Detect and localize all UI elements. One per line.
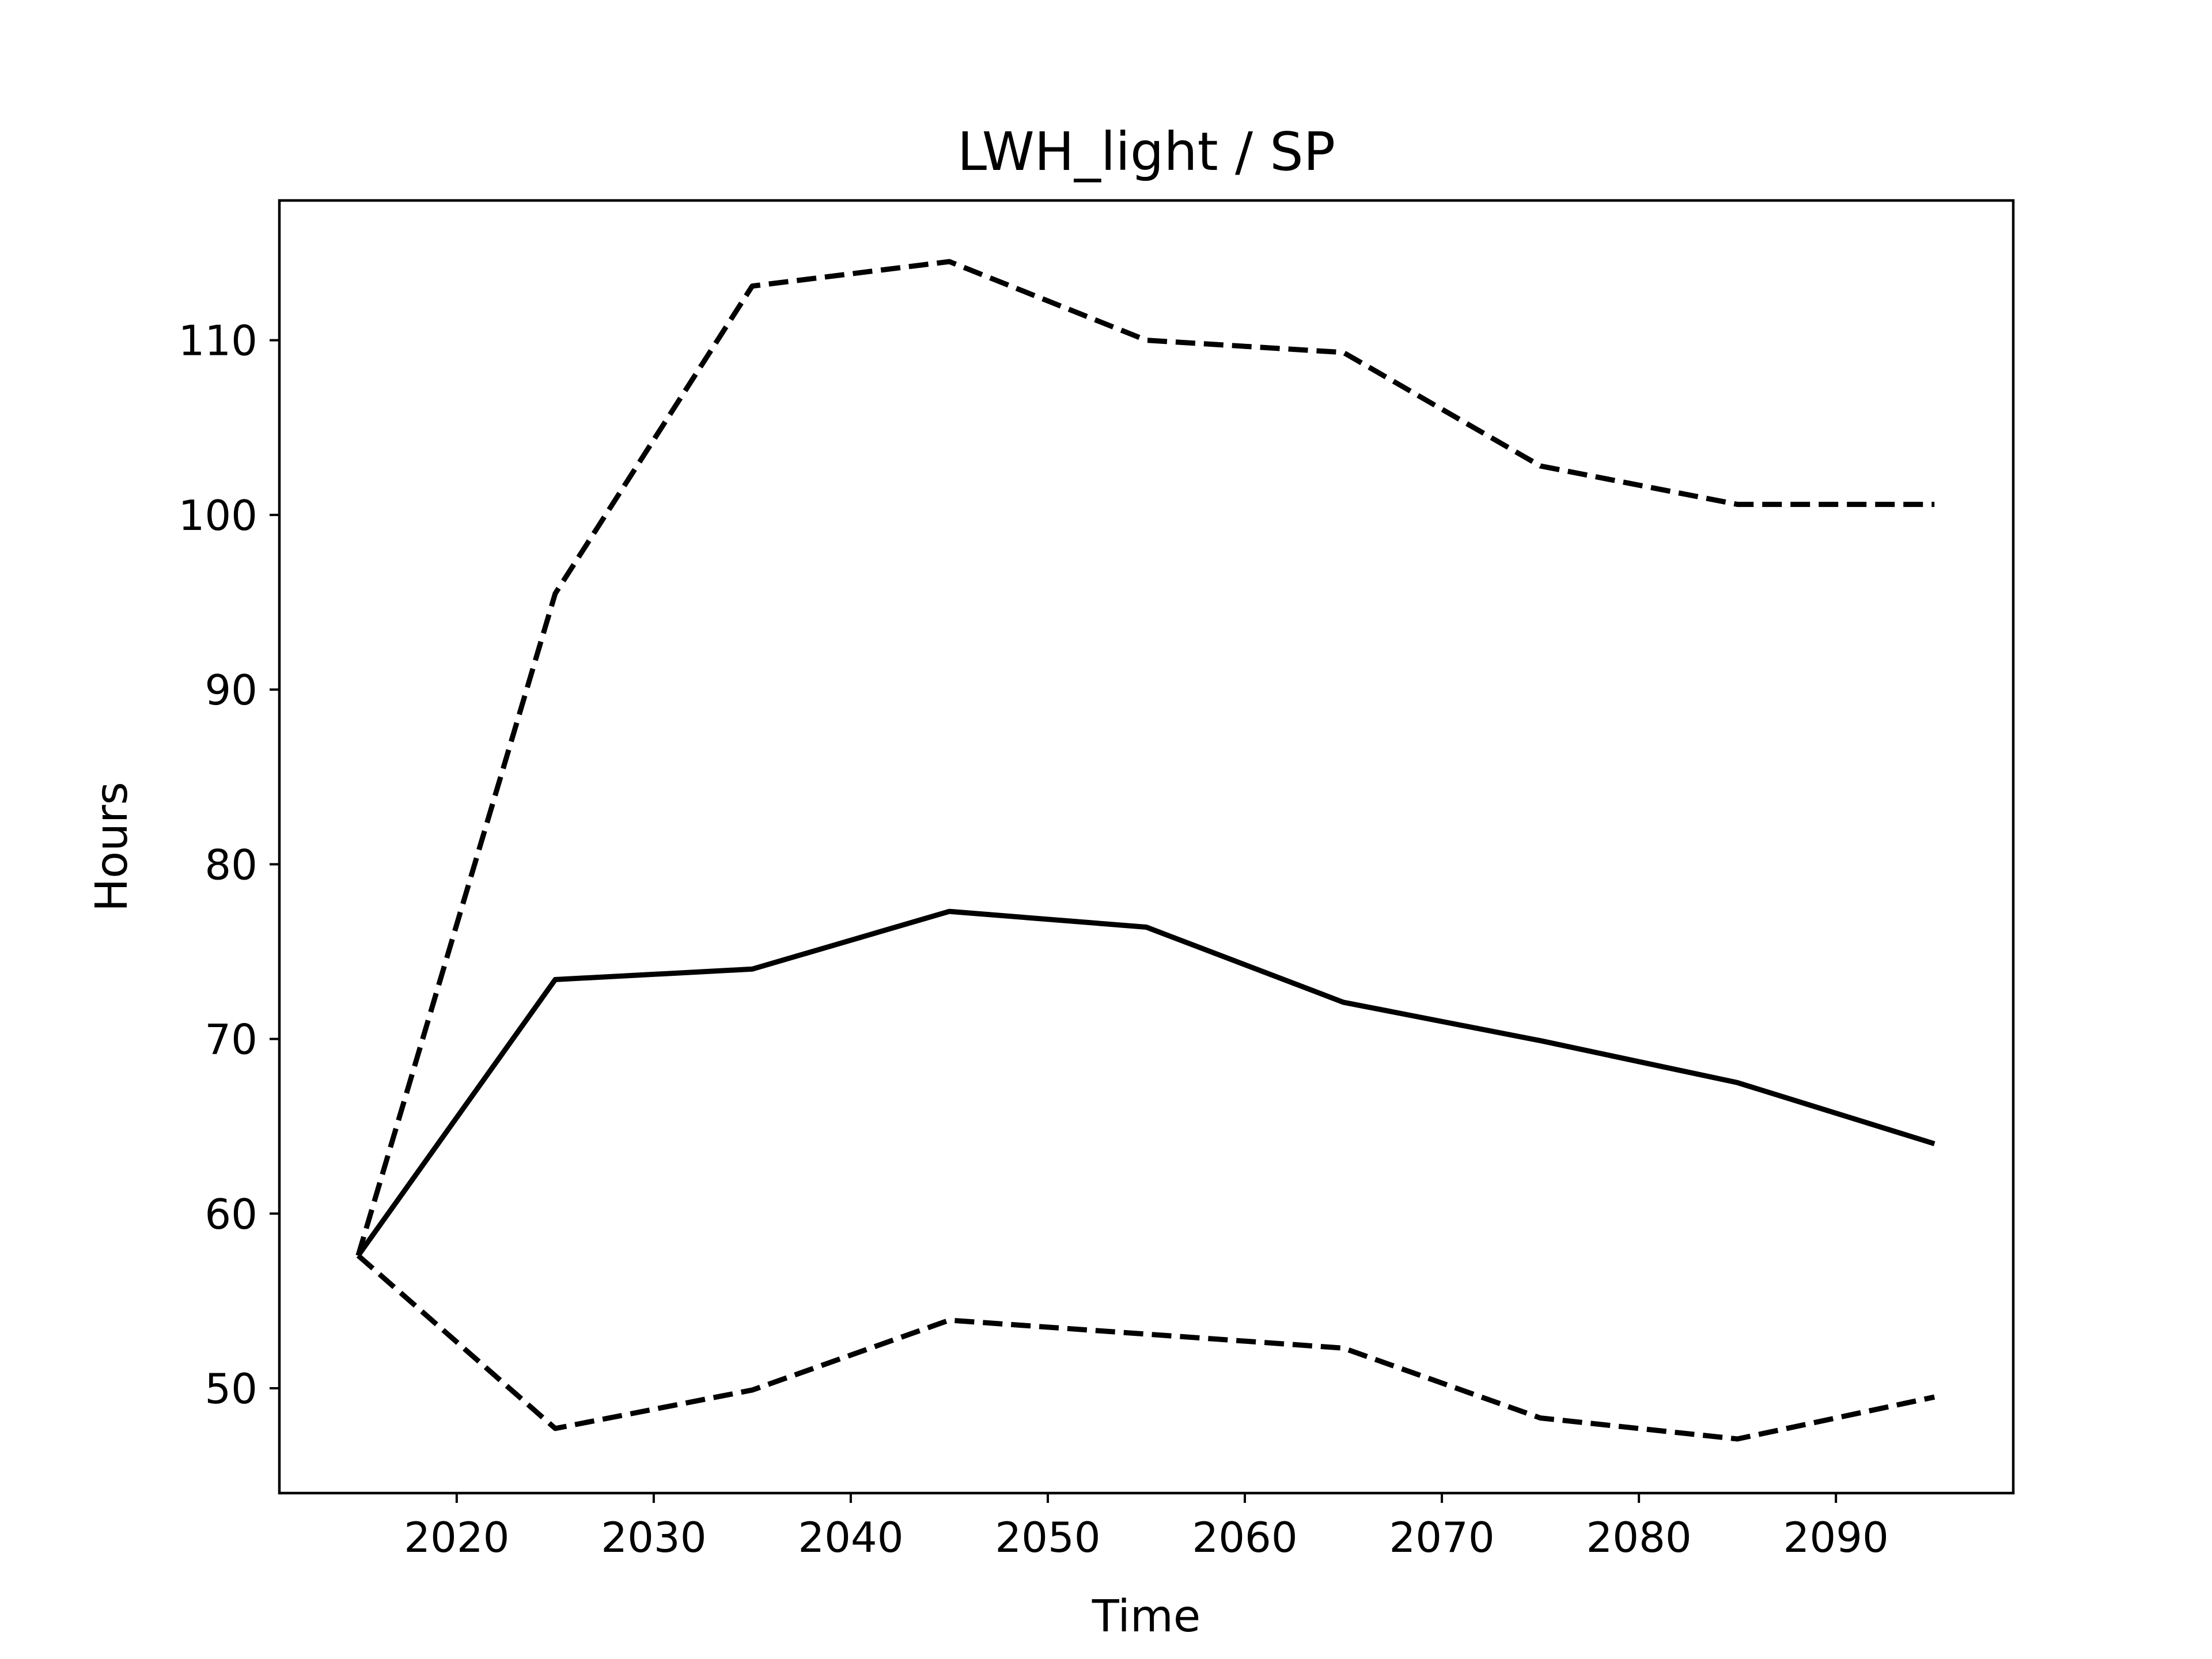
chart-title: LWH_light / SP <box>957 121 1335 183</box>
x-axis-label: Time <box>1092 1591 1200 1642</box>
x-tick-label: 2090 <box>1783 1513 1889 1562</box>
x-tick-label: 2060 <box>1192 1513 1297 1562</box>
y-tick-label: 80 <box>204 840 257 889</box>
x-tick-label: 2020 <box>404 1513 509 1562</box>
x-tick-label: 2070 <box>1389 1513 1494 1562</box>
y-tick-label: 100 <box>179 491 257 540</box>
axis-ticks: 2020 2030 2040 2050 2060 2070 2080 2090 50 60 70 80… <box>179 317 1889 1562</box>
y-axis-label: Hours <box>86 782 138 912</box>
x-tick-label: 2040 <box>798 1513 903 1562</box>
y-tick-label: 90 <box>204 666 257 714</box>
solid-series-line <box>356 908 1936 1257</box>
lower-dashed-series-line <box>356 1253 1936 1442</box>
y-tick-label: 70 <box>204 1016 257 1064</box>
y-tick-label: 50 <box>204 1365 257 1413</box>
x-tick-label: 2080 <box>1586 1513 1691 1562</box>
x-tick-label: 2050 <box>995 1513 1100 1562</box>
plot-area <box>355 259 1936 1442</box>
axes-frame <box>278 199 2015 1495</box>
y-tick-label: 110 <box>179 317 257 365</box>
y-tick-label: 60 <box>204 1190 257 1238</box>
x-tick-label: 2030 <box>601 1513 706 1562</box>
